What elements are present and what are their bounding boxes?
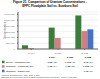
svg-text:1,500,000: 1,500,000: [8, 30, 16, 33]
svg-text:EFPC - Floodplain soil: EFPC - Floodplain soil: [8, 60, 30, 63]
svg-text:2.9E+06: 2.9E+06: [84, 60, 92, 63]
svg-text:1.55E+06: 1.55E+06: [83, 65, 92, 68]
svg-text:S-004: S-004: [28, 52, 35, 54]
svg-text:2,000,000: 2,000,000: [8, 25, 16, 28]
svg-text:9.5E+05: 9.5E+05: [66, 65, 76, 68]
html-text:EFPC Floodplain Soil vs. Scarb: EFPC Floodplain Soil vs. Scarboro Soil: [22, 3, 78, 8]
svg-text:S-004: S-004: [49, 55, 56, 58]
svg-text:Scarboro - residential soil: Scarboro - residential soil: [8, 65, 33, 68]
svg-text:1,000,000: 1,000,000: [8, 36, 16, 39]
svg-text:* Sources: Something et al., 2: * Sources: Something et al., 2001, 2003,…: [8, 73, 39, 76]
html-text:Figure 21. Comparison of Urani: Figure 21. Comparison of Uranium Concent…: [13, 0, 87, 4]
svg-text:1.85E+06: 1.85E+06: [65, 60, 76, 63]
svg-text:8.0E+04: 8.0E+04: [48, 65, 58, 68]
svg-text:Scarboro - garden soil: Scarboro - garden soil: [8, 69, 30, 72]
svg-text:S-006: S-006: [55, 52, 62, 54]
svg-text:1.7E+06: 1.7E+06: [84, 69, 92, 72]
svg-text:3,000,000: 3,000,000: [8, 13, 16, 16]
svg-text:NOTE: Data are in units of pCi: NOTE: Data are in units of pCi/g. Values…: [8, 76, 77, 78]
svg-text:S-006: S-006: [67, 55, 74, 58]
svg-text:S-008: S-008: [81, 52, 88, 54]
svg-text:3.2E+05: 3.2E+05: [48, 60, 58, 63]
svg-text:S-008: S-008: [85, 55, 92, 58]
svg-text:0: 0: [14, 48, 16, 51]
svg-text:2,500,000: 2,500,000: [8, 19, 16, 22]
svg-text:500,000: 500,000: [8, 42, 16, 45]
